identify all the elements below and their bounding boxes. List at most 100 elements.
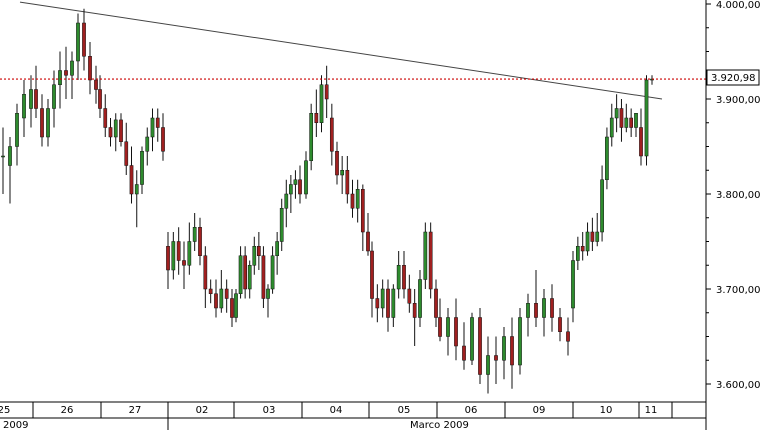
candle [644, 75, 649, 166]
candle [558, 308, 562, 342]
candle-body-up [46, 108, 50, 138]
candle [418, 270, 422, 327]
candle-body-down [257, 246, 261, 256]
y-tick-label: 4.000,00 [716, 0, 761, 11]
x-day-label: 09 [533, 405, 546, 416]
candle [526, 293, 530, 337]
x-day-label: 04 [330, 405, 343, 416]
candle [214, 279, 218, 318]
candle [176, 227, 181, 275]
x-day-label: 06 [465, 405, 478, 416]
candle [329, 103, 334, 166]
candle-body-up [571, 260, 575, 309]
x-day-label: 25 [0, 405, 10, 416]
candle [1, 127, 5, 194]
candle [428, 222, 433, 299]
candle-body-down [345, 170, 350, 195]
candle [40, 94, 44, 147]
candle-body-down [230, 298, 234, 318]
candle-body-down [402, 265, 406, 290]
candle [94, 65, 98, 104]
candle-body-down [176, 241, 181, 261]
candle [145, 127, 150, 166]
candle [129, 146, 134, 204]
candle-body-down [314, 113, 319, 123]
candle [639, 108, 643, 166]
candle [119, 113, 123, 147]
candle [182, 241, 186, 289]
month-label-2009: 2009 [3, 420, 28, 430]
candle [585, 222, 590, 256]
candle [243, 246, 247, 299]
candle-body-up [284, 193, 289, 209]
candle [64, 46, 68, 99]
candle-body-up [470, 317, 474, 361]
candle-body-down [98, 89, 102, 109]
candle-body-up [140, 151, 144, 185]
candle [423, 222, 428, 289]
candle [486, 336, 490, 394]
candle [634, 113, 638, 137]
candle [230, 289, 234, 327]
candle [150, 108, 155, 152]
candle-body-down [619, 108, 624, 128]
candle-body-down [40, 108, 44, 138]
candle [386, 279, 390, 332]
candle-body-up [219, 288, 224, 309]
candle-body-down [454, 317, 458, 347]
candle [304, 151, 308, 199]
candle-body-up [634, 113, 638, 128]
candle [252, 236, 257, 275]
candle [335, 141, 339, 185]
candle [234, 289, 238, 323]
candles-layer [1, 8, 654, 394]
candle-body-down [438, 317, 442, 337]
candle [600, 165, 604, 242]
candle [155, 108, 160, 142]
candle [134, 170, 139, 228]
candle [595, 213, 600, 247]
candle [113, 113, 118, 152]
candle-body-down [243, 255, 247, 290]
candle [309, 103, 314, 171]
candle [534, 270, 538, 327]
candle-body-down [103, 108, 108, 128]
candle [298, 165, 302, 204]
candle [629, 108, 634, 137]
candle-body-down [34, 89, 38, 109]
candle [650, 75, 654, 85]
candle-body-up [446, 317, 450, 337]
candle-body-down [124, 141, 129, 166]
candle-body-up [76, 22, 80, 62]
candle-body-down [550, 298, 554, 318]
candle [88, 42, 92, 95]
candle [438, 298, 442, 342]
candle-body-down [428, 231, 433, 290]
candle-body-up [145, 136, 150, 152]
candle-body-down [534, 303, 538, 318]
candle [510, 317, 514, 389]
candle [324, 65, 329, 118]
candle-body-down [580, 246, 585, 252]
candle [345, 156, 350, 204]
candle [140, 146, 144, 194]
x-day-label: 11 [645, 405, 658, 416]
x-day-label: 05 [398, 405, 411, 416]
candle-body-down [434, 288, 438, 318]
x-day-label: 27 [129, 405, 142, 416]
candle-body-down [386, 288, 390, 318]
candle [590, 217, 595, 251]
candle-body-up [624, 117, 629, 128]
y-axis-ticks: 4.000,00 3.900,00 3.800,00 3.700,00 3.600,00 [706, 0, 761, 391]
candle [103, 94, 108, 137]
candle-body-down [129, 165, 134, 195]
candle [355, 179, 360, 223]
candle [494, 336, 498, 384]
candle-body-up [526, 303, 530, 318]
candle [402, 251, 406, 299]
candle-body-up [15, 113, 19, 147]
candle [187, 222, 192, 275]
candle-body-down [566, 331, 570, 342]
candle-body-up [275, 241, 279, 256]
